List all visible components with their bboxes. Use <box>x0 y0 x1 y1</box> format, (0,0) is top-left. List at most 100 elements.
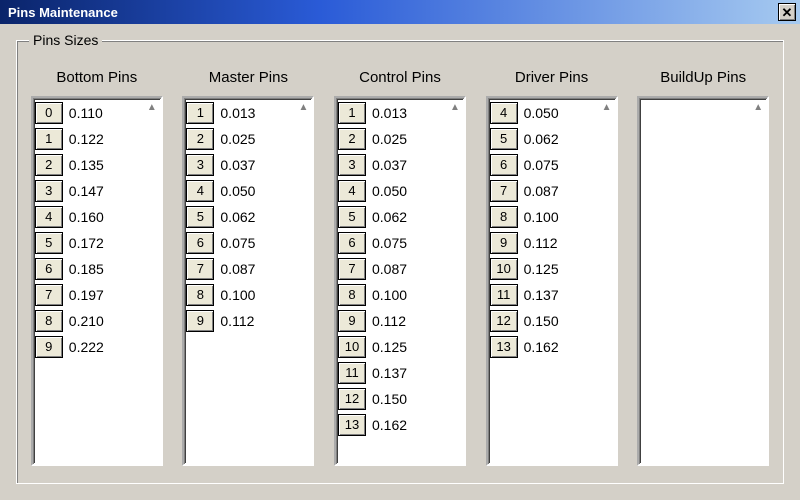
pin-index-button[interactable]: 4 <box>338 180 366 202</box>
titlebar: Pins Maintenance ✕ <box>0 0 800 24</box>
pin-index-button[interactable]: 7 <box>490 180 518 202</box>
list-item[interactable]: 120.150 <box>490 308 614 333</box>
list-item[interactable]: 3 0.147 <box>35 178 159 203</box>
list-item[interactable]: 60.185 <box>35 256 159 281</box>
pin-index-button[interactable]: 3 <box>338 154 366 176</box>
list-item[interactable]: 80.100 <box>338 282 462 307</box>
pin-index-button[interactable]: 7 <box>338 258 366 280</box>
list-item[interactable]: 100.125 <box>338 334 462 359</box>
pin-index-button[interactable]: 2 <box>186 128 214 150</box>
list-item[interactable]: 90.222 <box>35 334 159 359</box>
list-item[interactable]: 50.062 <box>338 204 462 229</box>
list-item[interactable]: 20.025 <box>338 126 462 151</box>
pin-index-button[interactable]: 4 <box>490 102 518 124</box>
list-item[interactable]: 110.137 <box>338 360 462 385</box>
listbox-buildup[interactable]: ▲ <box>637 96 769 466</box>
pin-index-button[interactable]: 1 <box>186 102 214 124</box>
scroll-up-icon[interactable]: ▲ <box>145 100 159 114</box>
pin-index-button[interactable]: 5 <box>35 232 63 254</box>
list-item[interactable]: 50.062 <box>490 126 614 151</box>
pin-index-button[interactable]: 6 <box>35 258 63 280</box>
list-item[interactable]: 50.172 <box>35 230 159 255</box>
pin-index-button[interactable]: 8 <box>186 284 214 306</box>
list-item[interactable]: 70.087 <box>338 256 462 281</box>
list-item[interactable]: 7 0.087 <box>490 178 614 203</box>
pin-index-button[interactable]: 6 <box>186 232 214 254</box>
pin-index-button[interactable]: 0 <box>35 102 63 124</box>
list-item[interactable]: 30.037 <box>338 152 462 177</box>
list-item[interactable]: 80.210 <box>35 308 159 333</box>
listbox-bottom[interactable]: 00.11010.12220.135 3 0.147 40.16050.17260.1… <box>31 96 163 466</box>
list-item[interactable]: 40.050 <box>186 178 310 203</box>
list-item[interactable]: 10.122 <box>35 126 159 151</box>
list-item[interactable]: 90.112 <box>338 308 462 333</box>
pin-index-button[interactable]: 1 <box>35 128 63 150</box>
pin-index-button[interactable]: 7 <box>35 284 63 306</box>
pin-index-button[interactable]: 3 <box>35 180 63 202</box>
pin-index-button[interactable]: 9 <box>186 310 214 332</box>
pin-index-button[interactable]: 8 <box>490 206 518 228</box>
list-item[interactable]: 70.197 <box>35 282 159 307</box>
close-button[interactable]: ✕ <box>778 3 796 21</box>
list-item[interactable]: 60.075 <box>490 152 614 177</box>
list-item[interactable]: 50.062 <box>186 204 310 229</box>
pin-index-button[interactable]: 1 <box>338 102 366 124</box>
pin-index-button[interactable]: 5 <box>186 206 214 228</box>
list-item[interactable]: 60.075 <box>338 230 462 255</box>
pin-index-button[interactable]: 8 <box>338 284 366 306</box>
list-item[interactable]: 20.025 <box>186 126 310 151</box>
listbox-control[interactable]: 10.01320.02530.03740.05050.06260.07570.0… <box>334 96 466 466</box>
list-item[interactable]: 40.050 <box>338 178 462 203</box>
list-item[interactable]: 100.125 <box>490 256 614 281</box>
pin-index-button[interactable]: 10 <box>338 336 366 358</box>
pin-index-button[interactable]: 12 <box>338 388 366 410</box>
list-item[interactable]: 00.110 <box>35 100 159 125</box>
list-item[interactable]: 40.050 <box>490 100 614 125</box>
list-item[interactable]: 80.100 <box>186 282 310 307</box>
list-item[interactable]: 130.162 <box>338 412 462 437</box>
list-item[interactable]: 30.037 <box>186 152 310 177</box>
list-item[interactable]: 90.112 <box>186 308 310 333</box>
list-item[interactable]: 110.137 <box>490 282 614 307</box>
pin-index-button[interactable]: 2 <box>35 154 63 176</box>
pin-index-button[interactable]: 13 <box>490 336 518 358</box>
scroll-up-icon[interactable]: ▲ <box>296 100 310 114</box>
listbox-driver[interactable]: 40.05050.06260.075 7 0.087 80.10090.112100.… <box>486 96 618 466</box>
pin-value: 0.147 <box>69 183 159 199</box>
pin-index-button[interactable]: 10 <box>490 258 518 280</box>
list-item[interactable]: 70.087 <box>186 256 310 281</box>
pin-index-button[interactable]: 7 <box>186 258 214 280</box>
pin-index-button[interactable]: 2 <box>338 128 366 150</box>
pin-index-button[interactable]: 4 <box>186 180 214 202</box>
list-item[interactable]: 60.075 <box>186 230 310 255</box>
list-item[interactable]: 10.013 <box>186 100 310 125</box>
scroll-up-icon[interactable]: ▲ <box>448 100 462 114</box>
pin-index-button[interactable]: 9 <box>338 310 366 332</box>
pin-index-button[interactable]: 8 <box>35 310 63 332</box>
pin-index-button[interactable]: 6 <box>338 232 366 254</box>
pin-index-button[interactable]: 5 <box>490 128 518 150</box>
pin-index-button[interactable]: 6 <box>490 154 518 176</box>
list-item[interactable]: 120.150 <box>338 386 462 411</box>
column-header: BuildUp Pins <box>660 69 746 86</box>
pin-value: 0.087 <box>524 183 614 199</box>
pin-index-button[interactable]: 9 <box>490 232 518 254</box>
pin-index-button[interactable]: 3 <box>186 154 214 176</box>
scroll-up-icon[interactable]: ▲ <box>751 100 765 114</box>
listbox-master[interactable]: 10.01320.02530.03740.05050.06260.07570.0… <box>182 96 314 466</box>
pin-index-button[interactable]: 11 <box>490 284 518 306</box>
list-item[interactable]: 130.162 <box>490 334 614 359</box>
list-item[interactable]: 20.135 <box>35 152 159 177</box>
list-item[interactable]: 40.160 <box>35 204 159 229</box>
list-item[interactable]: 80.100 <box>490 204 614 229</box>
pin-index-button[interactable]: 13 <box>338 414 366 436</box>
list-item[interactable]: 90.112 <box>490 230 614 255</box>
pin-index-button[interactable]: 12 <box>490 310 518 332</box>
pin-index-button[interactable]: 4 <box>35 206 63 228</box>
list-item[interactable]: 10.013 <box>338 100 462 125</box>
pin-index-button[interactable]: 5 <box>338 206 366 228</box>
pin-index-button[interactable]: 9 <box>35 336 63 358</box>
scroll-up-icon[interactable]: ▲ <box>600 100 614 114</box>
column-control: Control Pins10.01320.02530.03740.05050.0… <box>330 69 470 473</box>
pin-index-button[interactable]: 11 <box>338 362 366 384</box>
